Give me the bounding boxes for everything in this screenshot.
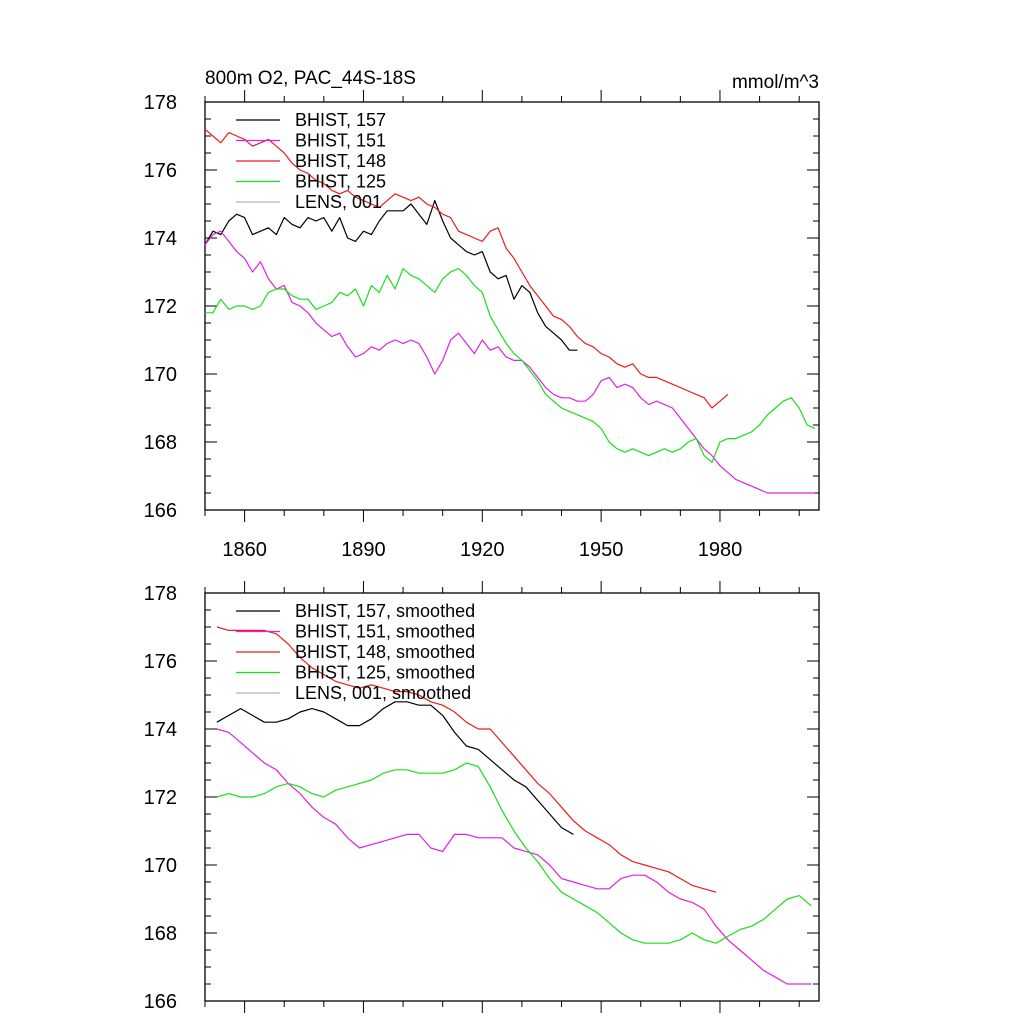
series-line-3 bbox=[204, 128, 729, 409]
x-tick-label: 1890 bbox=[341, 539, 386, 561]
series-line-2 bbox=[204, 230, 815, 494]
y-tick-label: 168 bbox=[144, 432, 177, 454]
legend-label: LENS, 001 bbox=[295, 192, 382, 212]
legend-label: BHIST, 148 bbox=[295, 151, 386, 171]
x-tick-label: 1920 bbox=[460, 539, 505, 561]
y-tick-label: 174 bbox=[144, 228, 177, 250]
legend-label: BHIST, 125 bbox=[295, 172, 386, 192]
chart-panel-1: 800m O2, PAC_44S-18S mmol/m^3 166 168 170 172… bbox=[144, 68, 820, 561]
y-tick-label: 168 bbox=[144, 923, 177, 945]
x-tick-label: 1980 bbox=[698, 539, 743, 561]
y-tick-label: 170 bbox=[144, 855, 177, 877]
y-tick-label: 170 bbox=[144, 364, 177, 386]
series-line-1 bbox=[204, 200, 578, 351]
series-line-4 bbox=[216, 762, 812, 944]
y-tick-label: 178 bbox=[144, 583, 177, 605]
series-line-3 bbox=[216, 626, 717, 893]
series-line-2 bbox=[216, 728, 812, 985]
units-label: mmol/m^3 bbox=[732, 72, 819, 93]
y-tick-label: 166 bbox=[144, 991, 177, 1013]
legend-label: BHIST, 157, smoothed bbox=[295, 601, 475, 621]
series-line-1 bbox=[216, 701, 574, 835]
y-tick-label: 176 bbox=[144, 160, 177, 182]
chart-panel-2: 166 168 170 172 174 176 178 BHIST, 157, smoothe… bbox=[144, 581, 820, 1013]
y-tick-label: 178 bbox=[144, 92, 177, 114]
x-tick-label: 1860 bbox=[222, 539, 267, 561]
y-tick-label: 172 bbox=[144, 296, 177, 318]
legend-label: BHIST, 148, smoothed bbox=[295, 642, 475, 662]
y-tick-label: 176 bbox=[144, 651, 177, 673]
legend-label: BHIST, 151 bbox=[295, 131, 386, 151]
legend-label: BHIST, 125, smoothed bbox=[295, 663, 475, 683]
series-line-4 bbox=[205, 268, 816, 463]
y-tick-label: 172 bbox=[144, 787, 177, 809]
legend-label: BHIST, 157 bbox=[295, 110, 386, 130]
y-tick-label: 166 bbox=[144, 500, 177, 522]
chart-title: 800m O2, PAC_44S-18S bbox=[205, 68, 416, 89]
legend-label: LENS, 001, smoothed bbox=[295, 683, 471, 703]
legend-label: BHIST, 151, smoothed bbox=[295, 622, 475, 642]
y-tick-label: 174 bbox=[144, 719, 177, 741]
x-tick-label: 1950 bbox=[579, 539, 624, 561]
